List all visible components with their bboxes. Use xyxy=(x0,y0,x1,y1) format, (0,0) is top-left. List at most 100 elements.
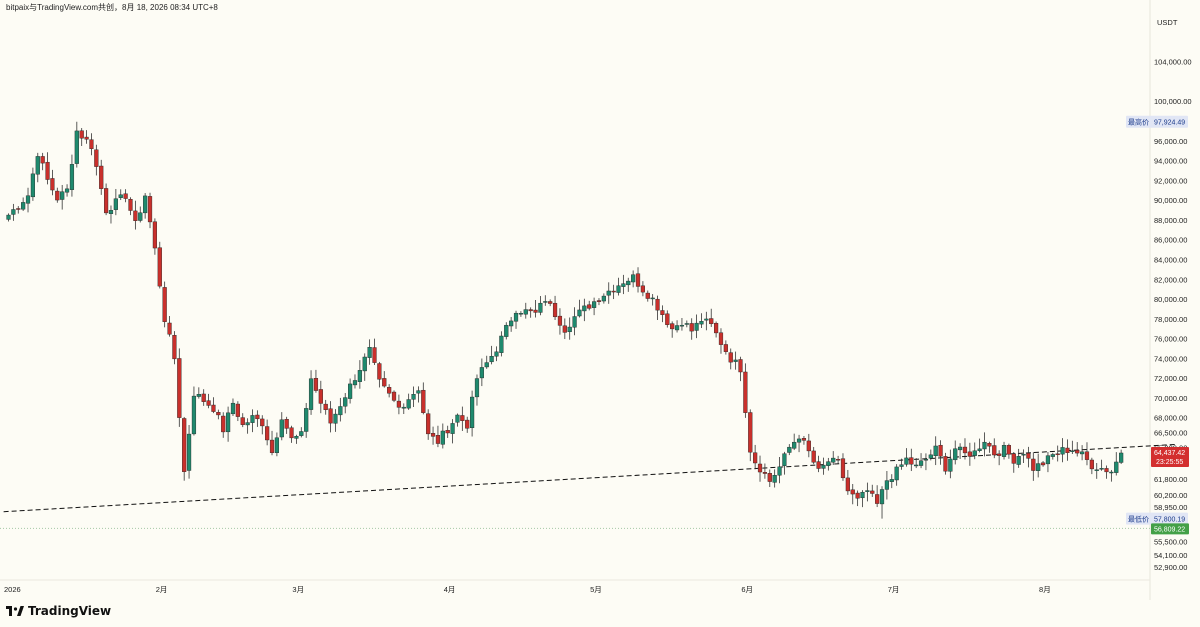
candle-body xyxy=(670,323,675,330)
y-tick-label: 96,000.00 xyxy=(1154,137,1187,146)
y-tick-label: 100,000.00 xyxy=(1154,97,1192,106)
candle-body xyxy=(826,461,831,466)
candle-body xyxy=(440,430,445,445)
candle-body xyxy=(855,492,860,499)
y-tick-label: 66,500.00 xyxy=(1154,429,1187,438)
candle-body xyxy=(382,378,387,387)
candle-body xyxy=(416,390,421,394)
candle-body xyxy=(699,321,704,325)
candle-body xyxy=(596,300,602,302)
x-tick-label: 4月 xyxy=(444,585,456,594)
y-tick-label: 61,800.00 xyxy=(1154,475,1187,484)
candle-body xyxy=(631,274,636,283)
y-tick-label: 94,000.00 xyxy=(1154,157,1187,166)
candle-body xyxy=(865,490,870,492)
candle-body xyxy=(372,347,377,363)
y-tick-label: 68,000.00 xyxy=(1154,414,1187,423)
candle-body xyxy=(172,335,177,360)
y-tick-label: 54,100.00 xyxy=(1154,551,1187,560)
candle-body xyxy=(450,423,455,434)
candle-body xyxy=(455,414,460,423)
candle-body xyxy=(489,355,494,363)
candle-body xyxy=(543,301,548,303)
candle-body xyxy=(655,298,660,311)
brand-name: TradingView xyxy=(28,604,112,618)
candle-body xyxy=(133,210,138,221)
candle-body xyxy=(21,202,26,210)
candle-body xyxy=(308,378,314,410)
candle-body xyxy=(840,458,846,479)
candle-body xyxy=(338,406,343,416)
candle-body xyxy=(967,451,972,457)
candle-body xyxy=(348,383,353,399)
candle-body xyxy=(299,431,304,436)
candle-body xyxy=(860,491,865,499)
candle-body xyxy=(147,196,153,223)
candle-body xyxy=(294,436,299,439)
candle-body xyxy=(587,304,592,309)
y-tick-label: 70,000.00 xyxy=(1154,394,1187,403)
candle-body xyxy=(367,347,372,358)
candle-body xyxy=(518,313,523,315)
y-tick-label: 60,200.00 xyxy=(1154,491,1187,500)
candle-body xyxy=(182,418,187,472)
y-tick-label: 78,000.00 xyxy=(1154,315,1187,324)
candle-body xyxy=(836,459,841,461)
candle-body xyxy=(103,188,109,214)
candle-body xyxy=(45,161,50,180)
candle-body xyxy=(269,439,275,453)
candle-body xyxy=(533,309,538,313)
candle-body xyxy=(626,280,631,286)
candle-body xyxy=(562,325,567,333)
candle-body xyxy=(260,418,265,427)
candle-body xyxy=(743,371,748,413)
candle-body xyxy=(284,419,289,429)
candle-body xyxy=(313,378,319,391)
candle-body xyxy=(689,323,694,332)
candle-body xyxy=(289,427,294,439)
candle-body xyxy=(909,457,914,465)
candle-body xyxy=(811,450,816,463)
candle-body xyxy=(426,413,431,435)
candle-body xyxy=(343,397,348,407)
candle-body xyxy=(621,283,626,287)
candle-body xyxy=(157,247,162,287)
y-axis-unit-label: USDT xyxy=(1157,18,1178,27)
candle-body xyxy=(411,394,416,400)
candle-body xyxy=(186,433,192,471)
candle-body xyxy=(523,309,528,315)
y-tick-label: 88,000.00 xyxy=(1154,216,1187,225)
candle-body xyxy=(1026,452,1031,459)
candle-body xyxy=(757,463,763,473)
candle-body xyxy=(635,273,641,287)
candle-body xyxy=(1045,455,1051,465)
candle-body xyxy=(1050,454,1055,457)
y-tick-label: 58,950.00 xyxy=(1154,503,1187,512)
candle-body xyxy=(801,438,807,441)
candle-body xyxy=(84,136,89,140)
trendline xyxy=(3,443,1175,513)
candle-body xyxy=(240,417,245,425)
candle-body xyxy=(831,457,836,463)
candle-body xyxy=(1119,452,1124,463)
candle-body xyxy=(167,322,172,335)
candle-body xyxy=(99,165,104,189)
candle-body xyxy=(796,438,802,443)
candle-body xyxy=(806,440,811,452)
candle-body xyxy=(201,393,206,402)
candle-body xyxy=(665,313,670,325)
candle-body xyxy=(1075,449,1080,454)
candle-body xyxy=(69,164,75,190)
candle-body xyxy=(748,412,753,453)
candle-body xyxy=(362,356,367,372)
candle-body xyxy=(352,380,358,386)
y-tick-label: 72,000.00 xyxy=(1154,374,1187,383)
candle-body xyxy=(143,195,148,214)
candle-body xyxy=(79,130,84,139)
candle-body xyxy=(55,190,60,201)
candle-body xyxy=(1040,462,1046,466)
candle-body xyxy=(899,464,904,467)
candle-body xyxy=(738,359,743,373)
candle-body xyxy=(30,173,35,198)
